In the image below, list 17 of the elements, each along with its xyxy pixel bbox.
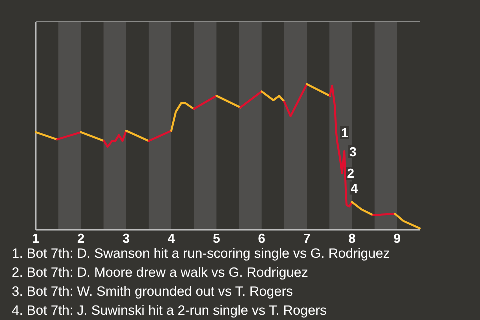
annotation: 4 (350, 180, 359, 196)
x-tick-label: 5 (213, 231, 220, 246)
x-tick-label: 1 (32, 231, 40, 246)
x-tick-label: 2 (78, 231, 85, 246)
x-tick-label: 8 (348, 231, 356, 246)
text: 2. Bot 7th: D. Moore drew a walk vs G. Rodriguez (12, 265, 309, 280)
annotation: 2 (347, 166, 355, 182)
text: 3. Bot 7th: W. Smith grounded out vs T. Rogers (12, 284, 294, 299)
x-tick-label: 7 (303, 231, 311, 246)
x-tick-label: 9 (394, 231, 402, 246)
x-tick-label: 6 (258, 231, 266, 246)
text: 1. Bot 7th: D. Swanson hit a run-scoring single vs G. Rodriguez (12, 246, 390, 261)
x-tick-label: 3 (122, 231, 130, 246)
annotation: 3 (350, 144, 357, 160)
text: 4. Bot 7th: J. Suwinski hit a 2-run single vs T. Rogers (12, 303, 328, 318)
x-tick-label: 4 (168, 231, 176, 246)
annotation: 1 (341, 125, 349, 140)
